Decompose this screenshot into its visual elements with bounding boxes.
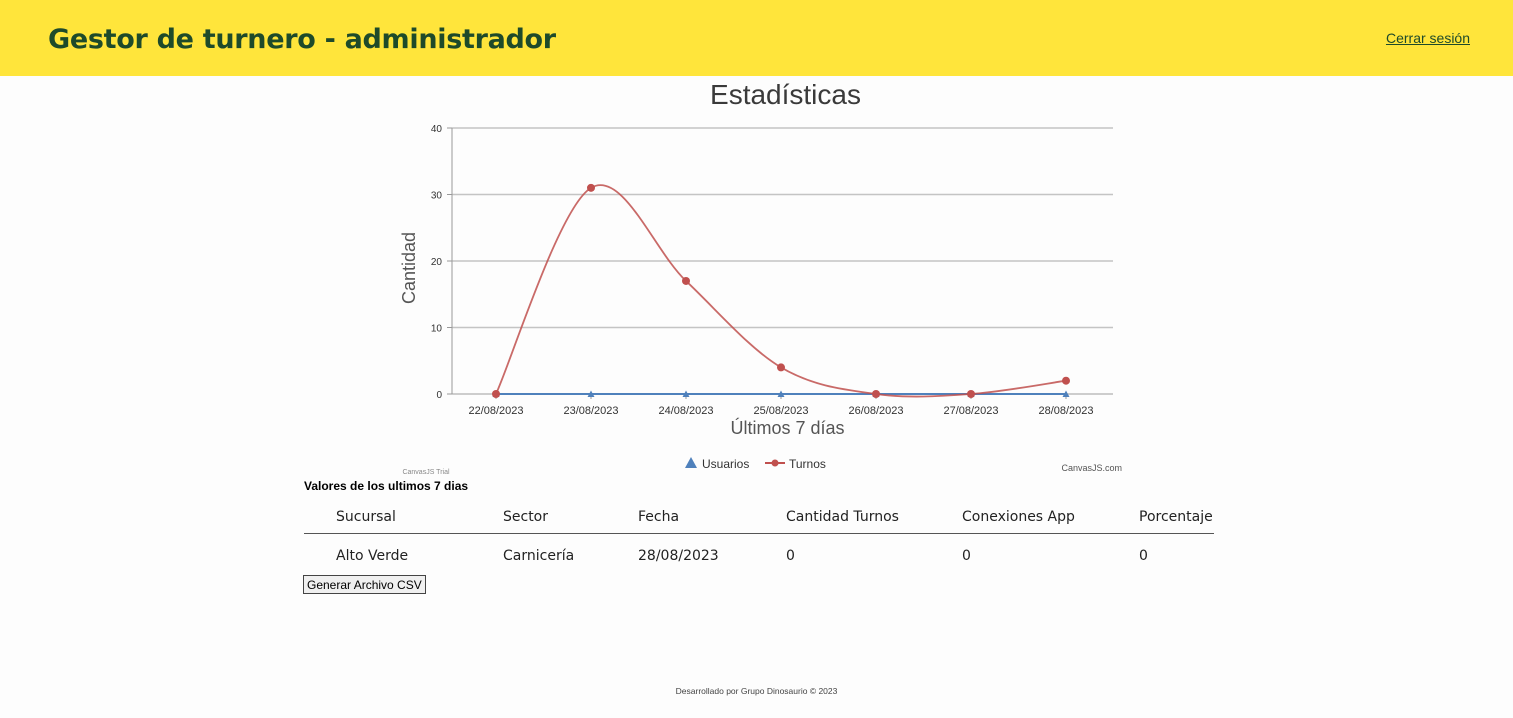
data-point-turnos bbox=[967, 390, 975, 398]
table-header-row: Sucursal Sector Fecha Cantidad Turnos Co… bbox=[304, 500, 1214, 534]
data-point-turnos bbox=[1062, 376, 1070, 385]
x-tick-label: 22/08/2023 bbox=[468, 405, 523, 417]
logout-link[interactable]: Cerrar sesión bbox=[1385, 30, 1470, 46]
data-point-usuarios bbox=[682, 390, 690, 397]
data-point-usuarios bbox=[1062, 390, 1070, 397]
x-tick-label: 23/08/2023 bbox=[563, 405, 618, 417]
cell-conexiones-app: 0 bbox=[962, 548, 971, 564]
canvasjs-trial-watermark: CanvasJS Trial bbox=[402, 469, 450, 476]
values-table: Sucursal Sector Fecha Cantidad Turnos Co… bbox=[304, 500, 1214, 578]
data-point-usuarios bbox=[777, 390, 785, 397]
y-axis-label: Cantidad bbox=[399, 232, 419, 304]
column-header-cantidad-turnos: Cantidad Turnos bbox=[786, 500, 962, 534]
canvasjs-credit: CanvasJS.com bbox=[1061, 463, 1122, 473]
y-tick-label: 30 bbox=[431, 191, 443, 202]
table-section-title: Valores de los ultimos 7 dias bbox=[304, 479, 469, 493]
x-tick-label: 28/08/2023 bbox=[1038, 405, 1093, 417]
table-row: Alto Verde Carnicería 28/08/2023 0 0 0 bbox=[304, 534, 1214, 579]
data-point-turnos bbox=[777, 363, 785, 372]
legend-circle-icon bbox=[771, 459, 779, 467]
cell-sector: Carnicería bbox=[503, 548, 575, 564]
column-header-fecha: Fecha bbox=[638, 500, 786, 534]
y-tick-label: 10 bbox=[431, 324, 443, 335]
data-point-turnos bbox=[492, 390, 500, 398]
x-tick-label: 24/08/2023 bbox=[658, 405, 713, 417]
page-title: Gestor de turnero - administrador bbox=[48, 24, 556, 55]
footer-credit: Desarrollado por Grupo Dinosaurio © 2023 bbox=[675, 686, 838, 696]
y-tick-label: 0 bbox=[436, 390, 442, 401]
statistics-chart: Estadísticas 0 10 20 30 40 22/08/2023 23/08/202… bbox=[399, 79, 1122, 476]
app-header: Gestor de turnero - administrador Cerrar… bbox=[0, 0, 1513, 76]
legend-label-turnos: Turnos bbox=[789, 457, 826, 471]
column-header-sector: Sector bbox=[503, 500, 638, 534]
generate-csv-button[interactable]: Generar Archivo CSV bbox=[303, 575, 426, 594]
column-header-sucursal: Sucursal bbox=[304, 500, 503, 534]
y-tick-label: 40 bbox=[431, 124, 443, 135]
chart-title: Estadísticas bbox=[710, 79, 861, 110]
cell-cantidad-turnos: 0 bbox=[786, 548, 795, 564]
cell-sucursal: Alto Verde bbox=[336, 548, 409, 564]
data-point-turnos bbox=[682, 276, 690, 285]
x-tick-label: 27/08/2023 bbox=[943, 405, 998, 417]
x-tick-label: 25/08/2023 bbox=[753, 405, 808, 417]
column-header-porcentaje: Porcentaje bbox=[1139, 500, 1214, 534]
legend-label-usuarios: Usuarios bbox=[702, 457, 749, 471]
data-point-usuarios bbox=[587, 390, 595, 397]
y-tick-label: 20 bbox=[431, 257, 443, 268]
series-line-turnos bbox=[495, 184, 1067, 398]
legend-triangle-icon bbox=[685, 457, 697, 468]
data-point-turnos bbox=[587, 183, 595, 192]
column-header-conexiones-app: Conexiones App bbox=[962, 500, 1139, 534]
data-point-turnos bbox=[872, 390, 880, 398]
x-axis-label: Últimos 7 días bbox=[730, 417, 844, 438]
cell-fecha: 28/08/2023 bbox=[638, 548, 719, 564]
x-tick-label: 26/08/2023 bbox=[848, 405, 903, 417]
cell-porcentaje: 0 bbox=[1139, 548, 1148, 564]
